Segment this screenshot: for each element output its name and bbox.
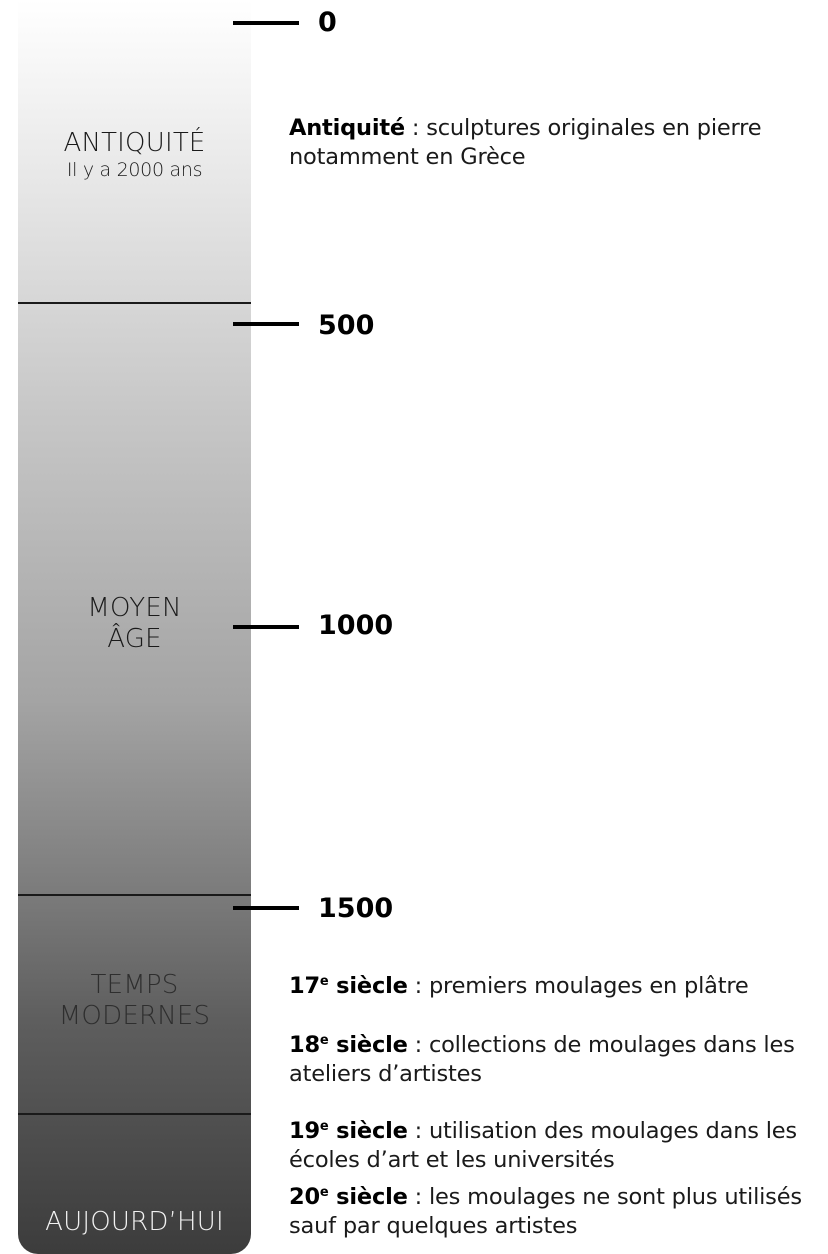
era-antiquite: ANTIQUITÉ Il y a 2000 ans bbox=[18, 128, 251, 181]
era-divider bbox=[18, 1113, 251, 1115]
note-century: 19 bbox=[289, 1118, 320, 1144]
note-20e-siecle: 20e siècle : les moulages ne sont plus u… bbox=[289, 1183, 819, 1240]
note-heading: siècle bbox=[328, 1118, 408, 1144]
year-tick bbox=[233, 906, 299, 910]
era-divider bbox=[18, 302, 251, 304]
note-heading: siècle bbox=[328, 1032, 408, 1058]
note-text: : premiers moulages en plâtre bbox=[407, 973, 749, 999]
year-label: 0 bbox=[318, 7, 337, 38]
era-label-line1: TEMPS bbox=[90, 970, 179, 1000]
era-divider bbox=[18, 894, 251, 896]
year-label: 1500 bbox=[318, 893, 394, 924]
note-heading: siècle bbox=[328, 973, 408, 999]
note-century: 17 bbox=[289, 973, 320, 999]
year-tick bbox=[233, 322, 299, 326]
era-temps-modernes: TEMPS MODERNES bbox=[18, 970, 251, 1031]
note-antiquite: Antiquité : sculptures originales en pie… bbox=[289, 114, 789, 171]
note-text: : sculptures originales en pierre notamm… bbox=[289, 115, 762, 170]
note-sup: e bbox=[319, 1033, 329, 1048]
note-heading: Antiquité bbox=[289, 115, 405, 141]
note-sup: e bbox=[319, 974, 329, 989]
era-label-line2: MODERNES bbox=[58, 1000, 211, 1031]
note-text: : collections de moulages dans les ateli… bbox=[289, 1032, 795, 1087]
note-century: 20 bbox=[289, 1184, 320, 1210]
era-label-line2: ÂGE bbox=[107, 623, 162, 654]
year-tick bbox=[233, 21, 299, 25]
note-text: : les moulages ne sont plus utilisés sau… bbox=[289, 1184, 802, 1239]
timeline-bar: ANTIQUITÉ Il y a 2000 ans MOYEN ÂGE TEMP… bbox=[18, 0, 251, 1254]
era-label: AUJOURD’HUI bbox=[45, 1207, 224, 1237]
note-19e-siecle: 19e siècle : utilisation des moulages da… bbox=[289, 1117, 819, 1174]
era-moyen-age: MOYEN ÂGE bbox=[18, 593, 251, 654]
year-label: 1000 bbox=[318, 610, 394, 641]
note-sup: e bbox=[319, 1185, 329, 1200]
year-tick bbox=[233, 625, 299, 629]
note-sup: e bbox=[319, 1119, 329, 1134]
year-label: 500 bbox=[318, 310, 375, 341]
note-17e-siecle: 17e siècle : premiers moulages en plâtre bbox=[289, 972, 819, 1001]
note-century: 18 bbox=[289, 1032, 320, 1058]
note-18e-siecle: 18e siècle : collections de moulages dan… bbox=[289, 1031, 819, 1088]
note-text: : utilisation des moulages dans les écol… bbox=[289, 1118, 797, 1173]
era-sublabel: Il y a 2000 ans bbox=[66, 158, 203, 181]
era-aujourdhui: AUJOURD’HUI bbox=[18, 1207, 251, 1238]
note-heading: siècle bbox=[328, 1184, 408, 1210]
era-label-line1: MOYEN bbox=[87, 593, 182, 623]
era-label: ANTIQUITÉ bbox=[63, 128, 206, 158]
